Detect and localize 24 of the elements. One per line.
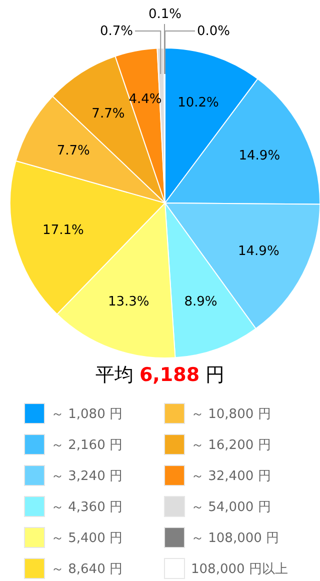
legend-label: ～ 4,360 円: [51, 498, 122, 516]
data-label: 7.7%: [92, 106, 125, 122]
data-label: 17.1%: [42, 222, 84, 238]
data-label: 13.3%: [108, 294, 150, 310]
legend-label: ～ 32,400 円: [191, 468, 271, 484]
legend-label: ～ 16,200 円: [191, 436, 271, 454]
legend-label: ～ 10,800 円: [191, 406, 271, 422]
text: 平均 6,188 円: [94, 363, 226, 388]
data-label: 8.9%: [184, 294, 218, 310]
data-label: 14.9%: [238, 244, 280, 259]
legend-label: ～ 54,000 円: [191, 498, 271, 516]
text: 0.0%: [197, 24, 230, 39]
legend-label: ～ 1,080 円: [51, 406, 122, 422]
legend-label: ～ 2,160 円: [51, 436, 122, 454]
data-label: 10.2%: [178, 95, 219, 110]
legend-label: ～ 108,000 円: [191, 530, 280, 546]
data-label: 14.9%: [238, 148, 280, 164]
legend-label: 108,000 円以上: [191, 560, 288, 578]
data-label: 0.1%: [148, 7, 182, 22]
data-label: 0.7%: [100, 24, 133, 39]
legend-label: ～ 5,400 円: [51, 530, 122, 546]
legend-label: ～ 8,640 円: [51, 560, 122, 578]
legend-label: ～ 3,240 円: [51, 468, 122, 484]
data-label: 7.7%: [56, 143, 90, 158]
